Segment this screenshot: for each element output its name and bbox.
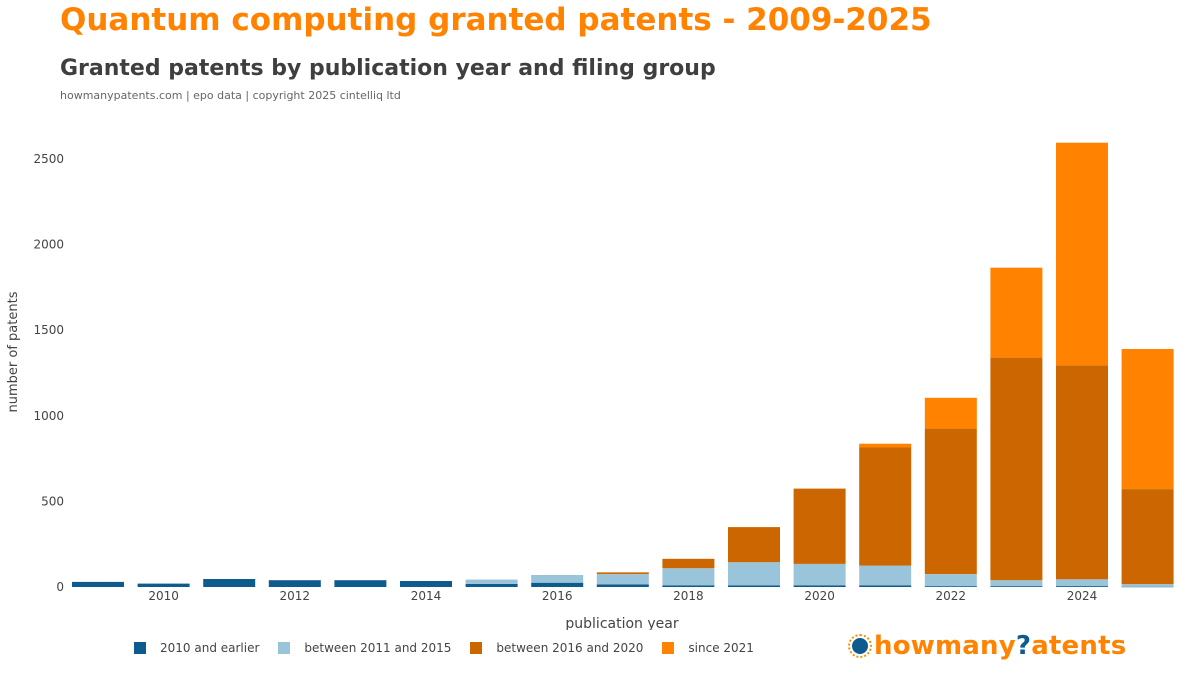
source-note: howmanypatents.com | epo data | copyrigh… <box>60 89 401 102</box>
x-tick-label: 2020 <box>804 589 835 603</box>
brand-prefix: howmany <box>874 631 1016 661</box>
legend-label: between 2011 and 2015 <box>304 641 452 655</box>
bar-segment <box>596 572 649 575</box>
bar-segment <box>662 568 715 586</box>
bar-segment <box>793 563 846 586</box>
legend-item-2010-earlier[interactable]: 2010 and earlier <box>134 641 259 655</box>
bar-segment <box>1121 349 1174 489</box>
x-tick-label: 2018 <box>673 589 704 603</box>
x-tick-label: 2012 <box>280 589 311 603</box>
brand-wordmark: howmany?atents <box>874 631 1126 661</box>
x-tick-label: 2024 <box>1067 589 1098 603</box>
bar-segment <box>793 585 846 587</box>
bar-segment <box>531 575 584 583</box>
x-tick-label: 2022 <box>936 589 967 603</box>
bar-segment <box>72 581 124 587</box>
y-tick-label: 500 <box>41 494 64 508</box>
bar-segment <box>990 267 1043 358</box>
bar-segment <box>990 586 1043 587</box>
bar-segment <box>1056 586 1108 587</box>
brand-question-mark: ? <box>1015 631 1032 661</box>
bar-segment <box>596 574 649 585</box>
bar-segment <box>596 584 649 587</box>
bar-segment <box>728 585 780 587</box>
x-tick-label: 2016 <box>542 589 573 603</box>
y-tick-label: 2500 <box>33 152 64 166</box>
bar-segment <box>793 488 846 564</box>
stacked-bar-chart: 0 500 1000 1500 2000 2500 2010 2012 2014 2016 2018… <box>6 142 1174 630</box>
bar-segment <box>465 583 518 587</box>
x-tick-label: 2014 <box>411 589 442 603</box>
bar-segment <box>1121 586 1174 588</box>
y-tick-label: 2000 <box>33 238 64 252</box>
bar-segment <box>1121 489 1174 585</box>
bar-segment <box>334 580 387 587</box>
bar-segment <box>728 527 780 563</box>
legend-item-2011-2015[interactable]: between 2011 and 2015 <box>278 641 451 655</box>
legend-item-since-2021[interactable]: since 2021 <box>662 641 754 655</box>
y-tick-label: 1500 <box>33 323 64 337</box>
bar-segment <box>662 585 715 587</box>
bar-segment <box>400 581 452 587</box>
brand-suffix: atents <box>1031 631 1127 661</box>
legend-swatch <box>134 642 146 654</box>
bar-segment <box>859 565 912 586</box>
bar-segment <box>1056 142 1108 366</box>
x-tick-label: 2010 <box>148 589 179 603</box>
bar-segment <box>268 580 321 587</box>
y-axis-title: number of patents <box>6 291 21 412</box>
bar-segment <box>1121 584 1174 587</box>
howmanypatents-logo-icon <box>848 634 872 658</box>
bar-segment <box>1056 579 1108 587</box>
bar-segment <box>990 357 1043 581</box>
y-tick-label: 1000 <box>33 409 64 423</box>
x-axis-title: publication year <box>565 616 678 630</box>
bar-segment <box>465 579 518 584</box>
bar-segment <box>728 562 780 586</box>
bar-segment <box>859 443 912 448</box>
legend-swatch <box>662 642 675 654</box>
bar-segment <box>990 580 1043 587</box>
bar-segment <box>924 397 977 429</box>
bar-segment <box>924 574 977 587</box>
legend-label: since 2021 <box>688 641 754 655</box>
bar-segment <box>137 583 190 587</box>
legend-swatch <box>278 642 291 654</box>
bar-segment <box>531 582 584 587</box>
chart-title: Quantum computing granted patents - 2009… <box>60 2 932 38</box>
legend-label: between 2016 and 2020 <box>496 641 644 655</box>
legend-swatch <box>470 642 483 654</box>
bar-segment <box>1056 365 1108 580</box>
bar-segment <box>924 586 977 587</box>
y-tick-label: 0 <box>56 580 64 594</box>
bar-segment <box>662 558 715 569</box>
bar-segment <box>203 579 256 587</box>
howmanypatents-logo: howmany?atents <box>848 631 1126 661</box>
bar-segment <box>924 428 977 575</box>
legend: 2010 and earlier between 2011 and 2015 b… <box>134 641 773 655</box>
legend-label: 2010 and earlier <box>160 641 260 655</box>
legend-item-2016-2020[interactable]: between 2016 and 2020 <box>470 641 643 655</box>
chart-subtitle: Granted patents by publication year and … <box>60 56 716 81</box>
bar-segment <box>859 585 912 587</box>
bar-segment <box>859 447 912 566</box>
